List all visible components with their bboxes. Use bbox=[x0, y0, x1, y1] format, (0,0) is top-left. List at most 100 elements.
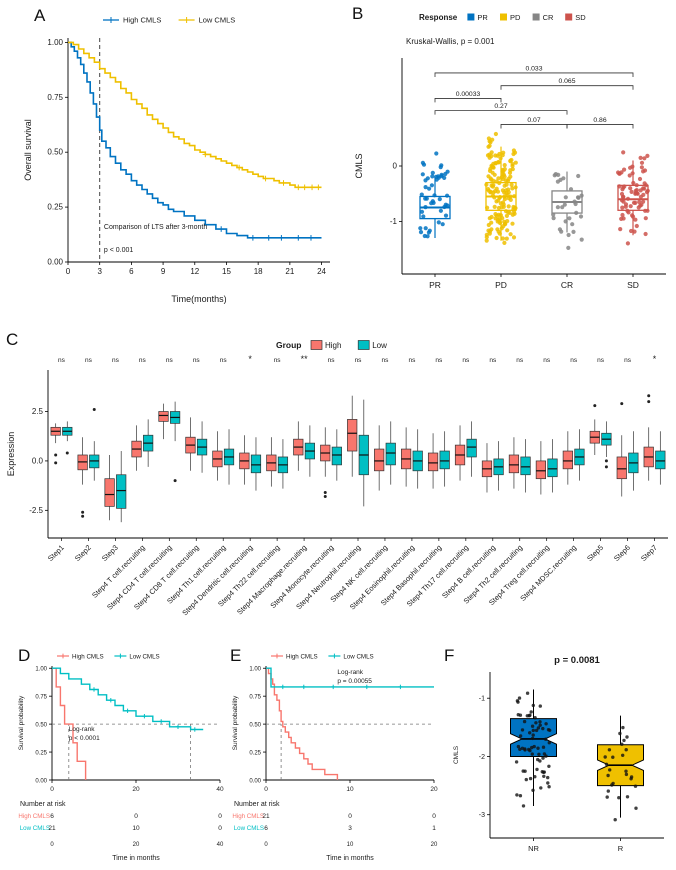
panel-label-e: E bbox=[230, 646, 242, 665]
svg-text:ns: ns bbox=[58, 357, 66, 364]
svg-text:21: 21 bbox=[48, 825, 56, 832]
svg-text:Step7: Step7 bbox=[639, 543, 659, 563]
svg-text:ns: ns bbox=[489, 357, 497, 364]
svg-text:6: 6 bbox=[50, 813, 54, 820]
svg-text:Low CMLS: Low CMLS bbox=[343, 654, 373, 661]
panel-f-nr-r-boxplot: p = 0.0081 -1 -2 -3 NR R CMLS bbox=[446, 648, 676, 870]
svg-text:0: 0 bbox=[264, 842, 268, 848]
svg-text:ns: ns bbox=[85, 357, 93, 364]
svg-text:High CMLS: High CMLS bbox=[18, 813, 50, 820]
svg-text:1.00: 1.00 bbox=[47, 38, 63, 47]
svg-text:10: 10 bbox=[132, 825, 140, 832]
svg-text:Response: Response bbox=[419, 13, 458, 22]
svg-text:ns: ns bbox=[328, 357, 336, 364]
svg-text:ns: ns bbox=[166, 357, 174, 364]
svg-text:Low CMLS: Low CMLS bbox=[199, 16, 236, 25]
svg-text:Step5: Step5 bbox=[585, 543, 605, 563]
svg-text:0.065: 0.065 bbox=[558, 78, 575, 85]
svg-text:Low CMLS: Low CMLS bbox=[129, 654, 159, 661]
svg-text:21: 21 bbox=[262, 813, 270, 820]
svg-text:-3: -3 bbox=[479, 812, 485, 819]
svg-text:0.50: 0.50 bbox=[249, 723, 261, 729]
svg-text:0.00: 0.00 bbox=[35, 779, 47, 785]
panel-c-expression-boxplots: Group High Low -2.5 0.0 2.5 ns Step1 ns Step2 ns St… bbox=[0, 330, 676, 653]
svg-text:0.00: 0.00 bbox=[47, 258, 63, 267]
svg-text:0: 0 bbox=[264, 786, 268, 793]
svg-text:0: 0 bbox=[50, 842, 54, 848]
svg-text:p < 0.001: p < 0.001 bbox=[104, 247, 133, 254]
panel-e-km-risk-table: High CMLS Low CMLS 0 10 20 0.00 0.25 0.50 0.75 1.… bbox=[228, 648, 442, 870]
panel-d-km-risk-chart: High CMLS Low CMLS 0 20 40 0.00 0.25 0.50 0.75 1.… bbox=[18, 654, 224, 863]
svg-text:ns: ns bbox=[516, 357, 524, 364]
svg-text:21: 21 bbox=[285, 267, 294, 276]
svg-text:p = 0.00055: p = 0.00055 bbox=[337, 678, 372, 685]
km-curve bbox=[52, 667, 87, 780]
svg-text:SD: SD bbox=[627, 280, 639, 290]
comparison-bracket bbox=[434, 110, 568, 115]
box bbox=[508, 454, 520, 474]
panel-label-c: C bbox=[6, 330, 19, 349]
svg-text:0.75: 0.75 bbox=[249, 695, 261, 701]
svg-text:p < 0.0001: p < 0.0001 bbox=[69, 735, 100, 742]
svg-text:0.07: 0.07 bbox=[527, 117, 540, 124]
svg-text:ns: ns bbox=[462, 357, 470, 364]
comparison-bracket bbox=[434, 98, 502, 103]
svg-text:Kruskal-Wallis, p = 0.001: Kruskal-Wallis, p = 0.001 bbox=[406, 37, 495, 46]
box bbox=[439, 450, 450, 470]
svg-text:0: 0 bbox=[393, 162, 398, 171]
svg-text:CR: CR bbox=[543, 13, 554, 22]
svg-text:0: 0 bbox=[432, 813, 436, 820]
panel-b-response-boxplot: Response PR PD CR SD Kruskal-Wallis, p = 0.00… bbox=[346, 4, 676, 313]
svg-text:ns: ns bbox=[435, 357, 443, 364]
box bbox=[520, 456, 531, 476]
svg-text:*: * bbox=[653, 354, 657, 364]
panel-label-d: D bbox=[18, 646, 31, 665]
svg-text:10: 10 bbox=[346, 786, 354, 793]
svg-text:Log-rank: Log-rank bbox=[69, 726, 95, 733]
svg-text:ns: ns bbox=[543, 357, 551, 364]
svg-text:24: 24 bbox=[317, 267, 326, 276]
svg-text:0.86: 0.86 bbox=[593, 117, 606, 124]
panel-f-notch-boxplot-chart: p = 0.0081 -1 -2 -3 NR R CMLS bbox=[453, 655, 664, 853]
svg-text:15: 15 bbox=[222, 267, 231, 276]
svg-text:20: 20 bbox=[430, 786, 438, 793]
svg-text:0.75: 0.75 bbox=[35, 695, 47, 701]
svg-text:2.5: 2.5 bbox=[32, 407, 44, 416]
panel-c-grouped-boxplot-chart: Group High Low -2.5 0.0 2.5 ns Step1 ns Step2 ns St… bbox=[6, 340, 668, 617]
svg-text:Low CMLS: Low CMLS bbox=[234, 825, 264, 832]
panel-a-overall-survival-km: High CMLS Low CMLS 0 3 6 9 12 15 18 21 24 0.00 0.25 0… bbox=[18, 8, 340, 315]
svg-text:Survival probability: Survival probability bbox=[232, 695, 239, 750]
svg-text:0: 0 bbox=[348, 813, 352, 820]
svg-text:Comparison of LTS after 3-mont: Comparison of LTS after 3-month bbox=[104, 224, 207, 231]
svg-text:Low: Low bbox=[372, 341, 387, 350]
box bbox=[374, 448, 385, 472]
svg-text:10: 10 bbox=[347, 842, 354, 848]
panel-d-km-risk-table: High CMLS Low CMLS 0 20 40 0.00 0.25 0.50 0.75 1.… bbox=[14, 648, 228, 870]
svg-text:ns: ns bbox=[570, 357, 578, 364]
svg-text:PD: PD bbox=[510, 13, 521, 22]
svg-text:-1: -1 bbox=[390, 217, 398, 226]
comparison-bracket bbox=[566, 124, 634, 129]
svg-text:6: 6 bbox=[264, 825, 268, 832]
box bbox=[617, 184, 649, 211]
svg-text:6: 6 bbox=[129, 267, 134, 276]
svg-text:0: 0 bbox=[218, 825, 222, 832]
box bbox=[427, 452, 439, 472]
svg-text:0.27: 0.27 bbox=[494, 103, 507, 110]
svg-text:20: 20 bbox=[431, 842, 438, 848]
svg-text:Overall survival: Overall survival bbox=[23, 119, 33, 181]
comparison-bracket bbox=[500, 85, 634, 90]
svg-text:-2.5: -2.5 bbox=[29, 506, 43, 515]
svg-text:0.50: 0.50 bbox=[47, 148, 63, 157]
comparison-bracket bbox=[434, 72, 634, 77]
svg-text:High: High bbox=[325, 341, 341, 350]
svg-text:ns: ns bbox=[624, 357, 632, 364]
svg-text:R: R bbox=[618, 844, 624, 853]
svg-text:ns: ns bbox=[597, 357, 605, 364]
svg-text:3: 3 bbox=[348, 825, 352, 832]
svg-text:0.25: 0.25 bbox=[47, 203, 63, 212]
svg-text:Log-rank: Log-rank bbox=[337, 669, 363, 676]
svg-text:0: 0 bbox=[50, 786, 54, 793]
box bbox=[347, 419, 358, 452]
